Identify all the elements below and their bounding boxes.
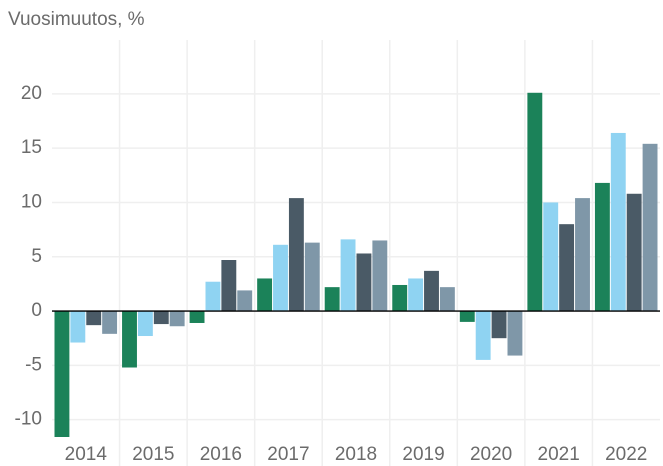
y-tick-label: 5 <box>31 246 42 267</box>
bar <box>559 224 575 312</box>
bar <box>102 311 118 334</box>
bar <box>86 311 102 326</box>
x-tick-label: 2019 <box>402 444 444 465</box>
x-tick-label: 2018 <box>335 444 377 465</box>
bar <box>439 287 455 312</box>
bar <box>221 260 237 312</box>
x-tick-label: 2021 <box>538 444 580 465</box>
bar <box>205 281 221 312</box>
bar <box>340 239 356 312</box>
bar <box>527 92 543 312</box>
x-tick-label: 2014 <box>65 444 108 465</box>
y-tick-label: 10 <box>21 191 42 212</box>
bar <box>70 311 86 343</box>
bar <box>189 311 205 323</box>
bar <box>153 311 169 325</box>
y-tick-label: 15 <box>21 137 42 158</box>
bar <box>575 198 590 312</box>
chart-title: Vuosimuutos, % <box>8 9 145 30</box>
bar <box>288 198 304 312</box>
bar <box>169 311 185 327</box>
bar <box>408 278 424 312</box>
bar <box>507 311 523 356</box>
bar <box>424 270 439 312</box>
bar <box>372 240 388 312</box>
bar <box>54 311 70 437</box>
y-tick-label: 20 <box>21 83 42 104</box>
bar <box>491 311 507 339</box>
bar <box>304 242 320 312</box>
bar <box>324 287 340 312</box>
x-tick-label: 2015 <box>132 444 174 465</box>
y-tick-label: -10 <box>15 409 42 430</box>
bar <box>642 143 658 312</box>
bar <box>392 284 408 312</box>
y-tick-label: 0 <box>31 300 42 321</box>
bar <box>626 193 642 312</box>
bar <box>257 278 273 312</box>
bar <box>356 253 372 312</box>
bar <box>610 132 626 312</box>
bar <box>122 311 137 368</box>
bar <box>459 311 475 322</box>
x-tick-label: 2016 <box>200 444 242 465</box>
x-tick-label: 2020 <box>470 444 512 465</box>
bar <box>475 311 491 360</box>
x-tick-label: 2017 <box>267 444 309 465</box>
bar <box>273 244 288 312</box>
bar <box>237 290 253 312</box>
x-tick-label: 2022 <box>605 444 647 465</box>
y-tick-label: -5 <box>25 354 42 375</box>
bar <box>594 182 610 312</box>
bar <box>137 311 153 337</box>
bar <box>543 202 559 312</box>
